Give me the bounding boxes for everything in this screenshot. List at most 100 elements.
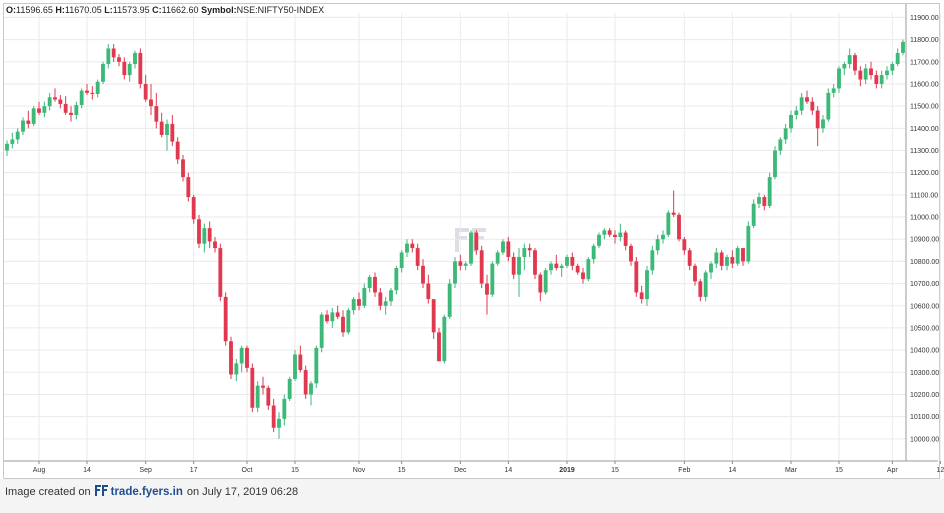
candle-down <box>698 281 703 297</box>
candle-up <box>447 283 452 317</box>
candle-down <box>138 52 143 84</box>
candle-up <box>863 68 868 80</box>
candle-up <box>826 92 831 120</box>
x-tick-label: Sep <box>139 467 152 474</box>
candle-up <box>394 268 399 291</box>
candle-down <box>197 219 201 244</box>
candle-down <box>815 110 820 129</box>
candle-up <box>703 272 708 297</box>
candle-down <box>266 387 271 406</box>
candle-up <box>714 252 719 264</box>
x-tick-label: 15 <box>291 467 299 474</box>
candle-down <box>629 245 633 262</box>
candle-up <box>463 263 468 266</box>
candle-up <box>351 299 356 311</box>
candle-down <box>858 70 863 80</box>
candle-up <box>255 385 260 408</box>
candle-up <box>287 378 292 399</box>
candle-down <box>410 243 415 249</box>
y-tick-label: 10400.00 <box>910 348 939 355</box>
candle-down <box>810 101 815 111</box>
footer-prefix: Image created on <box>5 486 91 498</box>
candle-up <box>778 139 783 151</box>
candle-down <box>730 256 735 264</box>
y-tick-label: 11600.00 <box>910 81 939 88</box>
candle-down <box>485 283 489 295</box>
candle-up <box>661 234 665 240</box>
candle-up <box>837 68 841 89</box>
candle-up <box>655 239 660 251</box>
candle-up <box>10 139 15 144</box>
candle-down <box>63 103 68 113</box>
candle-up <box>735 248 740 264</box>
candle-down <box>117 57 121 62</box>
y-tick-label: 11400.00 <box>910 126 939 133</box>
candle-down <box>207 228 212 242</box>
candle-down <box>357 299 361 306</box>
candle-up <box>106 48 111 65</box>
symbol-label: Symbol: <box>201 5 237 15</box>
candle-down <box>511 256 516 275</box>
candle-down <box>762 197 767 206</box>
close-value: 11662.60 <box>161 5 199 15</box>
x-tick-label: 14 <box>728 467 736 474</box>
candle-up <box>890 64 895 71</box>
candle-up <box>389 290 393 302</box>
x-tick-label: 2019 <box>559 467 575 474</box>
open-label: O: <box>6 5 16 15</box>
candle-down <box>874 75 879 84</box>
candle-down <box>335 312 340 317</box>
candle-up <box>47 97 52 107</box>
y-tick-label: 10100.00 <box>910 414 939 421</box>
y-tick-label: 10600.00 <box>910 303 939 310</box>
candle-down <box>245 347 249 368</box>
candle-up <box>767 177 772 206</box>
x-tick-label: 14 <box>504 467 512 474</box>
x-tick-label: Feb <box>678 467 690 474</box>
candle-down <box>250 367 255 408</box>
y-tick-label: 10800.00 <box>910 259 939 266</box>
candle-up <box>21 120 25 132</box>
candle-up <box>453 261 457 284</box>
candle-down <box>175 141 180 160</box>
candle-up <box>319 314 324 348</box>
candle-up <box>165 123 169 135</box>
candle-down <box>677 214 681 240</box>
candle-down <box>671 212 676 215</box>
y-tick-label: 10500.00 <box>910 325 939 332</box>
candlestick-chart[interactable]: 10000.00 10100.00 10200.00 10300.00 10400.00… <box>0 0 944 479</box>
candle-up <box>847 55 852 65</box>
y-tick-label: 11000.00 <box>910 215 939 222</box>
x-tick-label: Mar <box>785 467 798 474</box>
candle-down <box>506 241 511 257</box>
footer-suffix: on July 17, 2019 06:28 <box>186 486 299 498</box>
x-tick-label: 15 <box>611 467 619 474</box>
candle-down <box>479 250 484 284</box>
candle-down <box>58 99 63 104</box>
footer-site-link[interactable]: trade.fyers.in <box>110 486 183 498</box>
y-tick-label: 10900.00 <box>910 237 939 244</box>
candle-up <box>234 363 239 375</box>
candle-up <box>101 64 105 82</box>
candle-down <box>341 316 345 333</box>
candle-down <box>191 197 196 220</box>
candle-down <box>554 263 559 269</box>
candle-down <box>805 97 809 102</box>
candle-up <box>5 143 9 151</box>
candle-down <box>853 55 857 71</box>
candle-up <box>789 115 793 129</box>
candle-down <box>143 83 148 100</box>
candle-down <box>634 261 639 293</box>
candle-down <box>533 250 537 275</box>
candle-up <box>799 97 804 111</box>
candle-down <box>581 272 585 280</box>
candle-down <box>261 385 265 388</box>
x-tick-label: Aug <box>33 467 46 474</box>
y-tick-label: 11500.00 <box>910 104 939 111</box>
candle-down <box>373 276 377 293</box>
candle-up <box>442 316 447 362</box>
candle-up <box>293 354 297 379</box>
candle-up <box>405 243 409 253</box>
candle-down <box>378 292 383 306</box>
open-value: 11596.65 <box>16 5 53 15</box>
